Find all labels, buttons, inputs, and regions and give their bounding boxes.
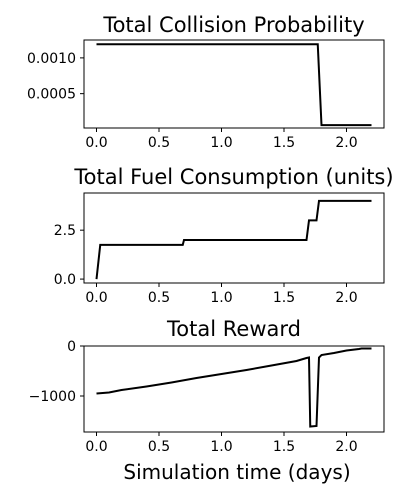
y-tick-label: 0 (67, 339, 76, 355)
x-tick-label: 1.0 (210, 439, 232, 455)
panel-total-reward: Total Reward 0.0 0.5 1.0 1.5 2.0 −1000 0 (29, 317, 385, 455)
x-tick-label: 2.0 (335, 290, 357, 306)
x-tick-label: 0.5 (148, 439, 170, 455)
x-axis-ticks: 0.0 0.5 1.0 1.5 2.0 (85, 283, 358, 306)
panel-title: Total Reward (166, 317, 301, 341)
x-tick-label: 1.0 (210, 135, 232, 151)
x-tick-label: 0.5 (148, 135, 170, 151)
y-tick-label: 2.5 (54, 223, 76, 239)
series-marks (96, 43, 372, 127)
y-tick-label: 0.0 (54, 272, 76, 288)
y-axis-ticks: −1000 0 (29, 339, 84, 405)
x-tick-label: 0.0 (85, 135, 107, 151)
panel-title: Total Collision Probability (102, 13, 364, 37)
x-axis-label: Simulation time (days) (123, 460, 350, 484)
x-tick-label: 1.5 (273, 135, 295, 151)
y-tick-label: −1000 (29, 389, 76, 405)
x-tick-label: 1.5 (273, 439, 295, 455)
plot-frame (83, 345, 385, 433)
series-marks (95, 199, 372, 280)
x-axis-ticks: 0.0 0.5 1.0 1.5 2.0 (85, 432, 358, 455)
plot-frame (83, 192, 385, 284)
panel-title: Total Fuel Consumption (units) (73, 165, 393, 189)
x-tick-label: 0.0 (85, 439, 107, 455)
y-axis-ticks: 0.0005 0.0010 (27, 51, 84, 103)
x-tick-label: 2.0 (335, 135, 357, 151)
x-tick-label: 0.0 (85, 290, 107, 306)
y-tick-label: 0.0005 (27, 87, 76, 103)
x-tick-label: 2.0 (335, 439, 357, 455)
x-tick-label: 1.0 (210, 290, 232, 306)
x-tick-label: 1.5 (273, 290, 295, 306)
x-tick-label: 0.5 (148, 290, 170, 306)
series-line (96, 347, 372, 428)
y-axis-ticks: 0.0 2.5 (54, 223, 84, 288)
x-axis-ticks: 0.0 0.5 1.0 1.5 2.0 (85, 128, 358, 151)
series-line (96, 43, 372, 127)
panel-fuel-consumption: Total Fuel Consumption (units) 0.0 0.5 1.0… (54, 165, 394, 306)
panel-collision-probability: Total Collision Probability 0.0 0.5 1.0 1.5… (27, 13, 385, 151)
series-marks (96, 347, 372, 428)
y-tick-label: 0.0010 (27, 51, 76, 67)
series-line (95, 199, 372, 280)
plot-frame (83, 39, 385, 129)
